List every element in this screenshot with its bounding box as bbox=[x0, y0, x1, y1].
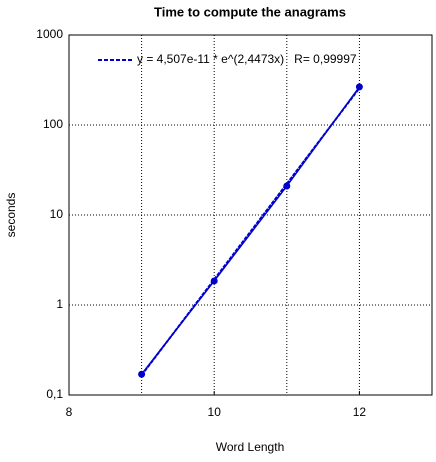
y-tick-label: 100 bbox=[43, 117, 63, 131]
y-tick-label: 1 bbox=[56, 297, 63, 311]
point bbox=[355, 83, 363, 91]
fit-line bbox=[140, 87, 361, 376]
x-axis-label: Word Length bbox=[216, 440, 285, 454]
legend-label: y = 4,507e-11 * e^(2,4473x) R= 0,99997 bbox=[137, 52, 357, 66]
x-tick-label: 8 bbox=[66, 405, 73, 419]
x-tick-label: 12 bbox=[353, 405, 367, 419]
y-tick-label: 0,1 bbox=[46, 387, 63, 401]
chart-title: Time to compute the anagrams bbox=[154, 4, 346, 19]
series-line bbox=[141, 86, 361, 375]
y-tick-label: 10 bbox=[50, 207, 64, 221]
y-axis-label: seconds bbox=[4, 193, 18, 238]
x-tick-label: 10 bbox=[208, 405, 222, 419]
y-tick-label: 1000 bbox=[36, 27, 63, 41]
